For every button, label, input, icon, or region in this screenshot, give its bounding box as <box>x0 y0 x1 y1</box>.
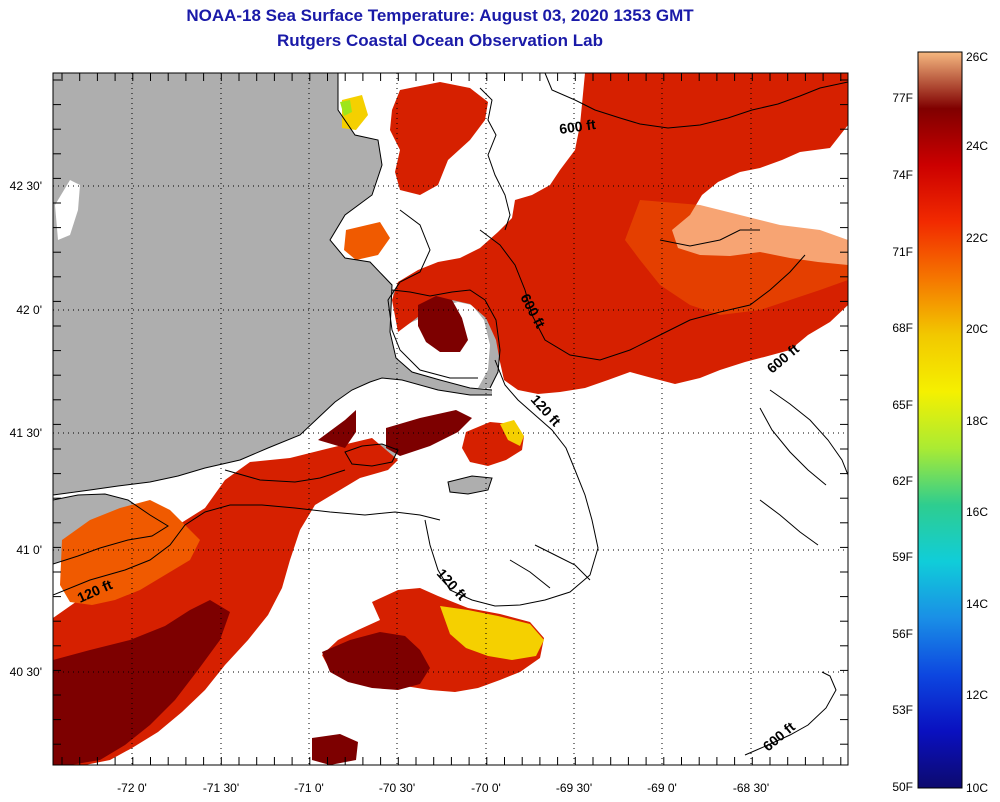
colorbar-f-label: 77F <box>892 91 913 105</box>
sst-nantucket-green-edge <box>500 420 524 446</box>
colorbar-c-label: 18C <box>966 414 988 428</box>
lon-tick-label: -72 0' <box>117 781 147 795</box>
lat-axis-labels: 42 30' 42 0' 41 30' 41 0' 40 30' <box>10 179 42 679</box>
colorbar-f-label: 59F <box>892 550 913 564</box>
colorbar-f-label: 74F <box>892 168 913 182</box>
sst-south-patch-dark <box>322 632 430 690</box>
sst-maine-coast-small <box>344 222 390 260</box>
contour-label-600-ft-ne: 600 ft <box>558 116 597 137</box>
map-frame <box>52 72 849 766</box>
colorbar-c-label: 20C <box>966 322 988 336</box>
lon-axis-labels: -72 0' -71 30' -71 0' -70 30' -70 0' -69… <box>117 781 769 795</box>
sst-buzzards-dark <box>318 410 356 448</box>
sst-north-green-dot <box>340 100 352 116</box>
colorbar-f-label: 50F <box>892 780 913 794</box>
colorbar-f-label: 53F <box>892 703 913 717</box>
colorbar-c-label: 12C <box>966 688 988 702</box>
colorbar-f-label: 65F <box>892 398 913 412</box>
lon-tick-label: -69 0' <box>647 781 677 795</box>
lat-tick-label: 40 30' <box>10 665 42 679</box>
sst-gulf-of-maine <box>392 73 848 394</box>
land-white-patch <box>55 180 80 240</box>
colorbar-c-label: 24C <box>966 139 988 153</box>
lon-tick-label: -71 30' <box>203 781 239 795</box>
title-line-2: Rutgers Coastal Ocean Observation Lab <box>277 31 603 50</box>
title-line-1: NOAA-18 Sea Surface Temperature: August … <box>186 6 694 25</box>
colorbar-f-label: 68F <box>892 321 913 335</box>
colorbar-c-label: 14C <box>966 597 988 611</box>
coastlines <box>53 73 848 565</box>
colorbar-fahrenheit-labels: 77F 74F 71F 68F 65F 62F 59F 56F 53F 50F <box>892 91 913 794</box>
colorbar-f-label: 62F <box>892 474 913 488</box>
lat-tick-label: 41 0' <box>16 543 42 557</box>
sst-shelf-dark <box>53 600 230 765</box>
lon-tick-label: -70 0' <box>471 781 501 795</box>
colorbar-c-label: 16C <box>966 505 988 519</box>
colorbar-f-label: 71F <box>892 245 913 259</box>
land-nantucket <box>448 476 492 494</box>
colorbar-celsius-labels: 26C 24C 22C 20C 18C 16C 14C 12C 10C <box>966 50 988 795</box>
lat-tick-label: 41 30' <box>10 426 42 440</box>
lon-tick-label: -71 0' <box>294 781 324 795</box>
colorbar-c-label: 10C <box>966 781 988 795</box>
sst-south-patch-yellow <box>440 606 544 660</box>
colorbar-c-label: 26C <box>966 50 988 64</box>
sst-gulf-of-maine-orange <box>625 200 848 315</box>
colorbar-c-label: 22C <box>966 231 988 245</box>
sst-cape-cod-bay <box>418 296 468 352</box>
lon-tick-label: -70 30' <box>379 781 415 795</box>
lat-tick-label: 42 0' <box>16 303 42 317</box>
sst-massachusetts-bay <box>390 82 488 195</box>
lat-tick-label: 42 30' <box>10 179 42 193</box>
lon-tick-label: -69 30' <box>556 781 592 795</box>
colorbar-gradient <box>917 51 963 789</box>
bathymetry-contours <box>53 209 848 756</box>
colorbar: 77F 74F 71F 68F 65F 62F 59F 56F 53F 50F … <box>892 50 988 795</box>
map-minor-ticks <box>53 73 848 765</box>
land-mainland <box>53 73 492 495</box>
sst-far-south-blob <box>312 734 358 765</box>
colorbar-f-label: 56F <box>892 627 913 641</box>
lon-tick-label: -68 30' <box>733 781 769 795</box>
map-grid <box>53 73 848 765</box>
